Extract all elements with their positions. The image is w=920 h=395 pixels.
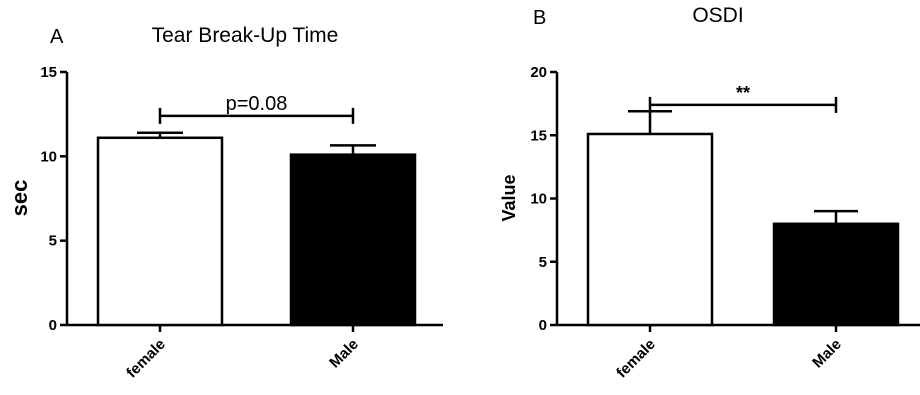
- panel-a-significance-label: p=0.08: [226, 93, 288, 115]
- panel-b-title: OSDI: [692, 4, 743, 27]
- panel-b-letter: B: [533, 7, 546, 29]
- panel-a-title: Tear Break-Up Time: [152, 24, 339, 47]
- panel-b-y-tick-label: 0: [539, 317, 547, 334]
- panel-a-y-tick-label: 15: [40, 64, 57, 81]
- panel-a-y-tick-label: 5: [49, 233, 57, 250]
- panel-a-y-tick-label: 10: [40, 148, 57, 165]
- panel-b-y-axis-label: Value: [499, 174, 519, 221]
- panel-b-plot: 0 5 10 15 20 female Male **: [530, 64, 920, 381]
- panel-b-bar-male: [772, 222, 900, 327]
- panel-a-bar-male: [289, 153, 417, 327]
- panel-a-y-tick-label: 0: [49, 317, 57, 334]
- panel-a-plot: 0 5 10 15 female Male p=0.08: [40, 64, 443, 381]
- panel-a-bar-female: [96, 136, 224, 327]
- panel-b-y-tick-label: 15: [530, 127, 547, 144]
- panel-b-significance-label: **: [736, 83, 750, 103]
- panel-b-y-tick-label: 20: [530, 64, 547, 81]
- panel-a-y-axis-label: sec: [7, 180, 32, 217]
- panel-b-x-tick-label: Male: [809, 336, 845, 372]
- panel-a-x-tick-label: female: [123, 336, 169, 382]
- panel-a-letter: A: [50, 26, 64, 48]
- panel-b-bar-female: [586, 132, 714, 327]
- panel-b-x-tick-label: female: [613, 336, 659, 382]
- panel-b-y-tick-label: 10: [530, 191, 547, 208]
- panel-b-y-tick-label: 5: [539, 254, 547, 271]
- panel-a-x-tick-label: Male: [326, 336, 362, 372]
